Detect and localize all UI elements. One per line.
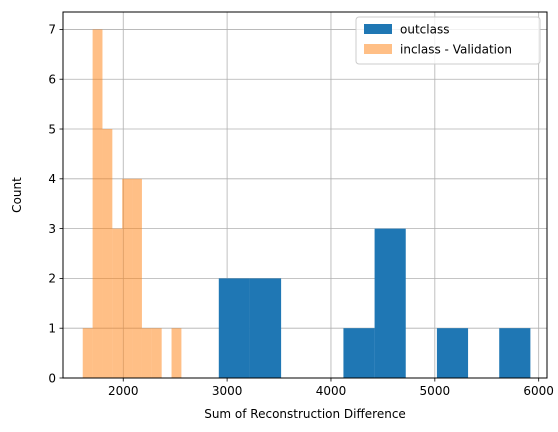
legend-label-inclass-validation: inclass - Validation (400, 43, 512, 57)
y-tick-label: 0 (48, 371, 56, 385)
x-tick-label: 3000 (212, 384, 243, 398)
x-tick-label: 2000 (108, 384, 139, 398)
histogram-bar (374, 228, 406, 378)
histogram-bar (122, 178, 133, 378)
bars-layer (82, 29, 531, 379)
legend-label-outclass: outclass (400, 23, 449, 37)
histogram-bar (436, 328, 469, 378)
legend: outclass inclass - Validation (355, 16, 541, 65)
histogram-bar (132, 178, 142, 378)
x-tick-label: 6000 (523, 384, 554, 398)
legend-swatch-inclass-validation (364, 44, 392, 54)
plot-frame (62, 11, 548, 379)
x-axis-label: Sum of Reconstruction Difference (204, 407, 406, 421)
y-tick-label: 5 (48, 122, 56, 136)
legend-box (355, 16, 541, 65)
histogram-bar (171, 328, 182, 378)
histogram-bar (92, 29, 103, 379)
y-tick-label: 7 (48, 23, 56, 37)
histogram-bar (343, 328, 375, 378)
y-tick-label: 4 (48, 172, 56, 186)
y-tick-label: 2 (48, 272, 56, 286)
histogram-bar (82, 328, 93, 378)
x-tick-label: 4000 (316, 384, 347, 398)
histogram-bar (249, 278, 282, 378)
y-tick-label: 6 (48, 73, 56, 87)
histogram-bar (102, 129, 113, 378)
tick-layer: 2000 3000 4000 5000 6000 0 1 2 3 4 5 6 7 (48, 23, 554, 398)
histogram-bar (151, 328, 162, 378)
y-tick-label: 1 (48, 322, 56, 336)
histogram-bar (141, 328, 152, 378)
y-axis-label: Count (10, 177, 24, 213)
histogram-bar (218, 278, 250, 378)
y-tick-label: 3 (48, 222, 56, 236)
legend-swatch-outclass (364, 24, 392, 34)
histogram-bar (112, 228, 123, 378)
x-tick-label: 5000 (420, 384, 451, 398)
histogram-bar (499, 328, 531, 378)
